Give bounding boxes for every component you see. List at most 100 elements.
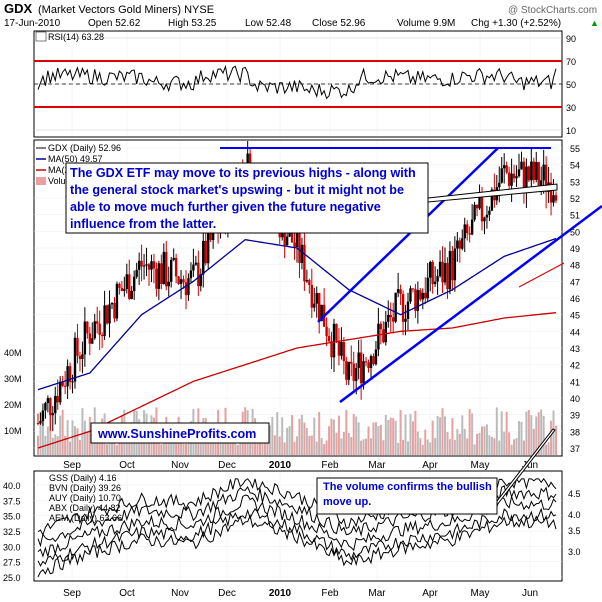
price-bar-body	[103, 305, 106, 337]
price-bar-body	[384, 321, 387, 343]
volume-bar	[296, 436, 298, 455]
rsi-label: RSI(14) 63.28	[48, 32, 104, 42]
volume-bar	[115, 444, 118, 455]
price-bar-body	[468, 233, 471, 235]
volume-bar	[458, 433, 461, 455]
price-bar-body	[431, 262, 434, 285]
price-bar-body	[404, 318, 407, 322]
volume-annotation-pointer	[496, 428, 556, 507]
x-axis-label: Sep	[63, 460, 81, 471]
volume-bar	[456, 429, 459, 455]
volume-bar	[399, 410, 402, 455]
volume-bar	[231, 436, 234, 455]
price-bar-body	[367, 362, 370, 368]
volume-bar	[431, 420, 434, 455]
price-bar-body	[429, 262, 432, 278]
price-bar-body	[453, 248, 457, 281]
price-bar-body	[389, 314, 392, 318]
price-bar-body	[98, 323, 101, 335]
price-bar-body	[142, 265, 146, 267]
price-bar-body	[115, 283, 119, 319]
volume-bar	[293, 441, 296, 455]
annotation-fo: The GDX ETF may move to its previous hig…	[70, 166, 416, 231]
price-bar-body	[130, 290, 133, 299]
volume-bar	[527, 409, 530, 455]
price-tick-label: 42	[570, 361, 580, 371]
price-tick-label: 49	[570, 244, 580, 254]
price-bar-body	[554, 195, 558, 201]
x-axis-label: Dec	[218, 460, 236, 471]
price-bar-body	[303, 244, 306, 282]
volume-bar	[500, 411, 503, 455]
support-line	[518, 262, 565, 288]
price-bar-body	[145, 264, 148, 266]
volume-bar	[522, 440, 525, 455]
volume-bar	[537, 412, 540, 455]
price-bar-body	[475, 204, 479, 209]
volume-bar	[424, 429, 427, 455]
volume-bar	[157, 438, 160, 455]
volume-bar	[520, 421, 523, 455]
price-bar-body	[515, 176, 518, 179]
price-bar-body	[540, 180, 543, 186]
price-bar-body	[184, 282, 188, 296]
price-bar-body	[463, 224, 466, 239]
volume-bar	[308, 435, 311, 455]
volume-bar	[320, 438, 323, 455]
price-bar-body	[443, 262, 447, 283]
price-tick-label: 54	[570, 161, 580, 171]
rsi-tick-label: 70	[566, 57, 576, 67]
price-bar-body	[530, 161, 533, 181]
price-bar-body	[66, 366, 69, 387]
price-bar-body	[372, 356, 375, 365]
annotation-pointer	[427, 183, 558, 203]
website-link[interactable]: www.SunshineProfits.com	[97, 427, 256, 441]
price-bar-body	[91, 338, 94, 344]
volume-bar	[194, 437, 197, 455]
price-bar-body	[305, 280, 309, 282]
volume-bar	[291, 415, 294, 455]
price-tick-label: 48	[570, 261, 580, 271]
x-axis-label: 2010	[269, 588, 292, 599]
price-bar-body	[160, 263, 163, 285]
price-bar-body	[535, 162, 538, 180]
price-bar-body	[100, 334, 104, 337]
volume-bar	[226, 443, 229, 455]
volume-bar	[160, 444, 163, 455]
volume-annotation-fo: The volume confirms the bullish move up.	[323, 481, 492, 508]
change-arrow-icon: ▲	[590, 18, 599, 28]
price-bar-body	[295, 227, 299, 248]
volume-bar	[508, 432, 511, 455]
volume-bar	[476, 433, 479, 455]
price-bar-body	[406, 301, 410, 319]
volume-bar	[281, 417, 284, 455]
volume-bar	[421, 444, 424, 455]
volume-bar	[392, 418, 395, 455]
price-bar-body	[401, 293, 405, 322]
price-bar-body	[170, 259, 173, 282]
price-ticks: 55 54 53 52 51 50 49 48 47 46 45 44 43 42 41 40 39 38 37	[570, 144, 580, 454]
rsi-line	[37, 64, 557, 100]
volume-bar	[286, 427, 289, 455]
price-bar-body	[39, 421, 42, 424]
close-text: Close 52.96	[312, 18, 366, 29]
volume-bar	[219, 441, 222, 455]
volume-bar	[278, 436, 281, 455]
volume-bar	[490, 436, 493, 455]
price-bar-body	[308, 280, 311, 285]
compare-left-tick: 40.0	[3, 481, 21, 491]
price-tick-label: 40	[570, 394, 580, 404]
volume-bar	[61, 409, 64, 455]
price-bar-body	[379, 323, 383, 330]
volume-bar	[414, 410, 417, 455]
price-bar-body	[293, 242, 296, 248]
name-text: (Market Vectors Gold Miners) NYSE	[38, 4, 214, 16]
volume-bar	[355, 416, 358, 455]
volume-bar	[416, 431, 419, 455]
volume-bar	[488, 435, 491, 455]
price-bar-body	[44, 403, 47, 411]
price-bar-body	[41, 410, 45, 422]
price-bar-body	[325, 326, 328, 337]
price-bar-body	[364, 361, 368, 363]
volume-bar	[207, 432, 210, 455]
